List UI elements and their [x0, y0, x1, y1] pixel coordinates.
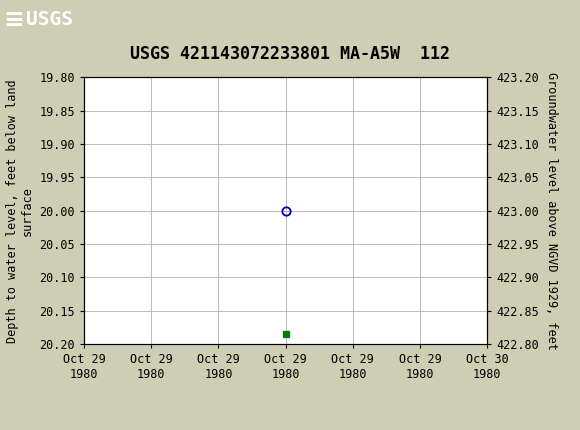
Text: USGS: USGS — [26, 10, 73, 29]
Text: USGS 421143072233801 MA-A5W  112: USGS 421143072233801 MA-A5W 112 — [130, 45, 450, 63]
Legend: Period of approved data: Period of approved data — [182, 427, 390, 430]
Text: ≡: ≡ — [3, 8, 24, 32]
Y-axis label: Groundwater level above NGVD 1929, feet: Groundwater level above NGVD 1929, feet — [545, 72, 557, 350]
Y-axis label: Depth to water level, feet below land
surface: Depth to water level, feet below land su… — [6, 79, 34, 343]
